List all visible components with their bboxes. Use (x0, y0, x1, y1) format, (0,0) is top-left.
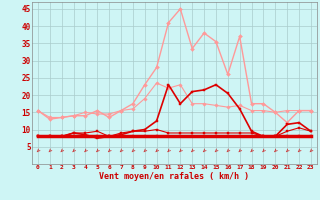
X-axis label: Vent moyen/en rafales ( km/h ): Vent moyen/en rafales ( km/h ) (100, 172, 249, 181)
